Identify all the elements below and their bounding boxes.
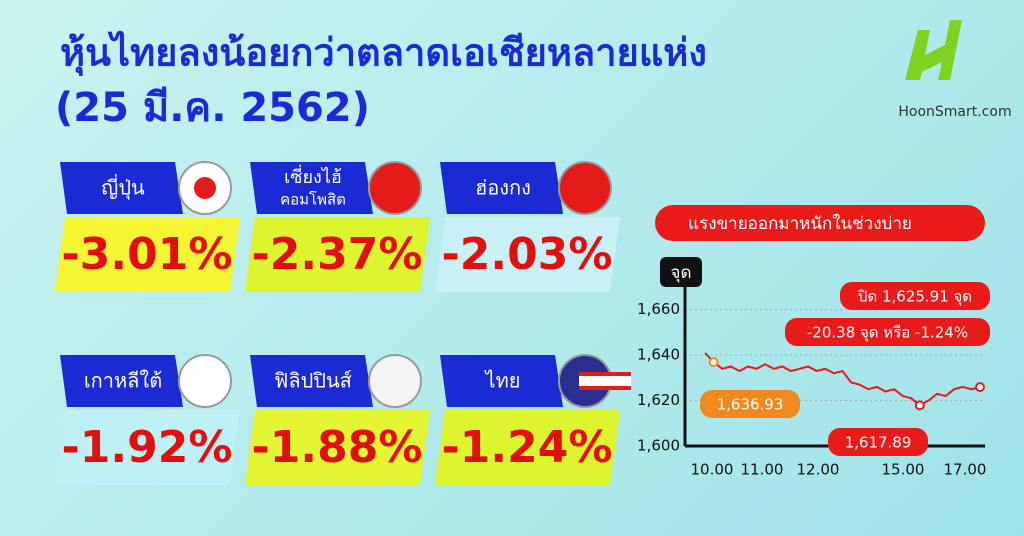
open-label-bg (700, 390, 800, 418)
label-box (440, 355, 563, 407)
market-change: -2.37% (252, 229, 423, 280)
y-tick-label: 1,600 (637, 437, 680, 455)
chart-title: แรงขายออกมาหนักในช่วงบ่าย (688, 213, 912, 234)
low-label-bg (828, 428, 928, 456)
point (914, 400, 925, 411)
market-change: -2.03% (442, 229, 613, 280)
label-box (440, 162, 563, 214)
close-label: ปิด 1,625.91 จุด (857, 288, 972, 307)
value-box (435, 410, 620, 485)
label-box (60, 162, 183, 214)
price-line (704, 352, 981, 407)
market-name: ไทย (484, 369, 521, 393)
value-box (435, 217, 620, 292)
flag (368, 161, 422, 215)
flag-jp-dot (194, 177, 216, 199)
low-label: 1,617.89 (845, 434, 912, 452)
y-label: จุด (670, 263, 691, 283)
x-tick-label: 17.00 (944, 461, 987, 479)
chart-title-bg (655, 205, 985, 241)
value-box (55, 410, 240, 485)
market-subname: คอมโพสิต (280, 191, 346, 209)
label-box (250, 162, 373, 214)
x-tick-label: 11.00 (741, 461, 784, 479)
logo: HoonSmart.com (898, 20, 1012, 120)
close-label-bg (840, 282, 990, 310)
market-name: เกาหลีใต้ (84, 369, 162, 393)
value-box (55, 217, 240, 292)
point (975, 382, 985, 393)
logo-text: HoonSmart.com (898, 104, 1011, 120)
market-name: ฮ่องกง (475, 176, 531, 200)
flag (368, 354, 422, 408)
y-tick-label: 1,640 (637, 346, 680, 364)
x-tick-label: 12.00 (797, 461, 840, 479)
label-box (250, 355, 373, 407)
x-tick-label: 10.00 (691, 461, 734, 479)
value-box (245, 217, 430, 292)
market-change: -1.92% (62, 422, 233, 473)
flag (178, 354, 232, 408)
market-name: ฟิลิปปินส์ (274, 369, 352, 393)
market-change: -1.24% (442, 422, 613, 473)
y-label-bg (660, 257, 702, 287)
y-tick-label: 1,660 (637, 300, 680, 318)
market-name: ญี่ปุ่น (101, 174, 145, 201)
value-box (245, 410, 430, 485)
change-label: -20.38 จุด หรือ -1.24% (807, 324, 968, 343)
open-label: 1,636.93 (717, 396, 784, 414)
label-box (60, 355, 183, 407)
change-label-bg (785, 318, 990, 346)
flag-th-white (579, 376, 631, 386)
x-tick-label: 15.00 (882, 461, 925, 479)
market-change: -1.88% (252, 422, 423, 473)
title: หุ้นไทยลงน้อยกว่าตลาดเอเชียหลายแห่ง (60, 31, 707, 77)
market-name: เซี่ยงไฮ้ (284, 164, 342, 188)
point (708, 357, 719, 368)
y-tick-label: 1,620 (637, 391, 680, 409)
flag (558, 161, 612, 215)
market-change: -3.01% (62, 229, 233, 280)
date: (25 มี.ค. 2562) (55, 85, 370, 131)
